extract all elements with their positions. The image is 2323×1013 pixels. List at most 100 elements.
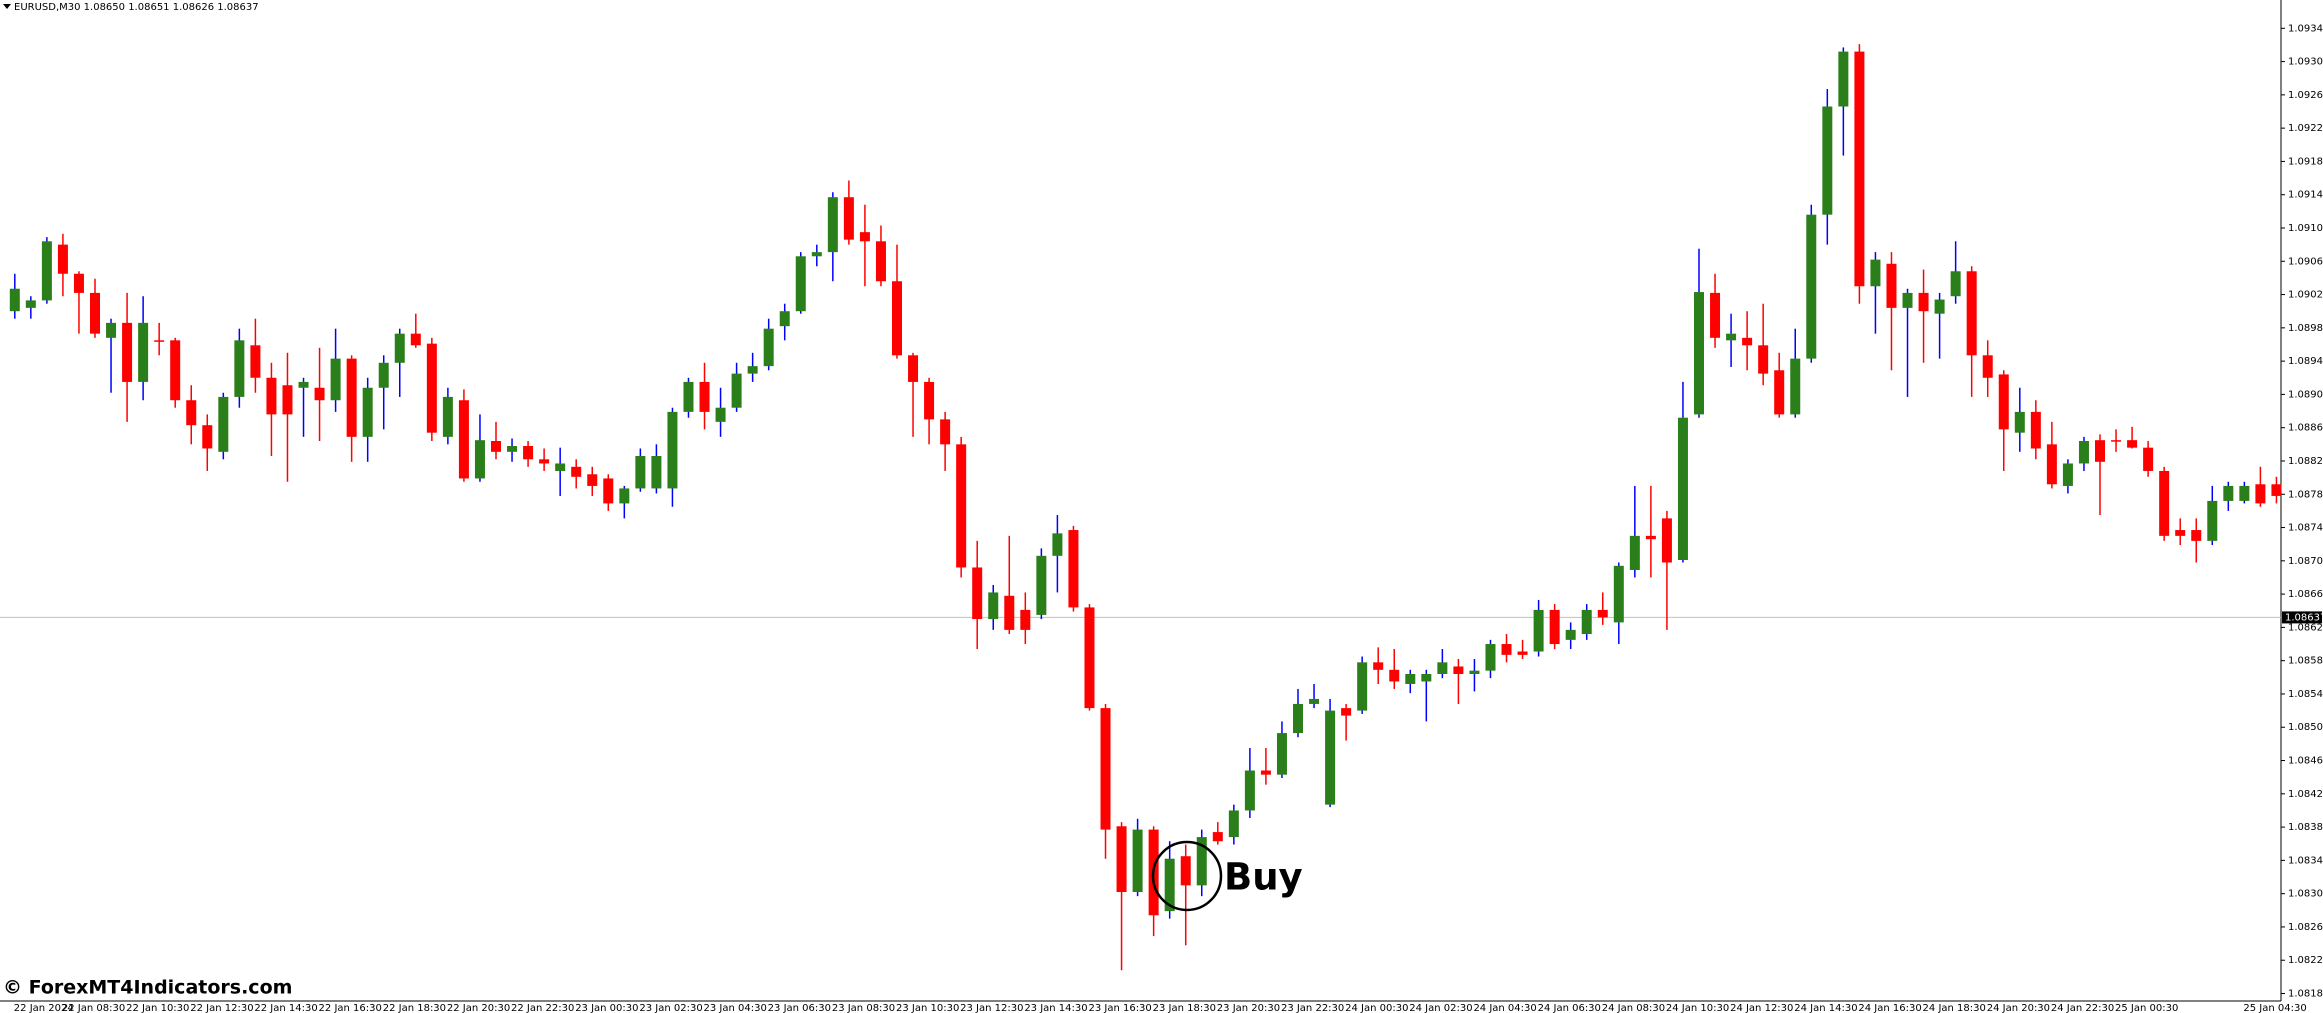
y-tick-label: 1.08465 — [2288, 756, 2323, 767]
collapse-icon — [3, 4, 11, 9]
candle-body — [1838, 51, 1849, 107]
candle-body — [1357, 662, 1368, 711]
current-price-tag — [2282, 611, 2322, 624]
candle-body — [9, 288, 20, 312]
x-tick-label: 23 Jan 00:30 — [575, 1003, 638, 1013]
candle-body — [1180, 856, 1191, 886]
candle-body — [1918, 292, 1929, 312]
candle-body — [972, 567, 983, 620]
candle-body — [1549, 609, 1560, 645]
plot-area — [0, 44, 2282, 971]
candle-body — [1341, 708, 1352, 716]
candle-body — [1806, 214, 1817, 359]
candle-body — [1661, 518, 1672, 563]
x-tick-label: 23 Jan 18:30 — [1153, 1003, 1216, 1013]
candle-body — [1501, 644, 1512, 655]
candle-body — [2255, 484, 2266, 504]
y-tick-label: 1.08505 — [2288, 722, 2323, 733]
candle-body — [1276, 733, 1287, 775]
candle-body — [346, 358, 357, 437]
candle-body — [731, 373, 742, 408]
candle-body — [1293, 703, 1303, 734]
candle-body — [1854, 51, 1865, 287]
x-tick-label: 22 Jan 08:30 — [62, 1003, 125, 1013]
y-tick-label: 1.09025 — [2288, 290, 2323, 301]
candle-body — [747, 366, 758, 374]
candle-body — [1228, 810, 1239, 838]
candle-body — [442, 396, 453, 437]
candle-body — [2046, 444, 2057, 485]
x-tick-label: 22 Jan 22:30 — [511, 1003, 574, 1013]
candle-body — [1260, 770, 1271, 775]
candle-body — [1966, 271, 1977, 356]
signal-circle — [1151, 840, 1223, 912]
x-tick-label: 22 Jan 18:30 — [383, 1003, 446, 1013]
x-tick-label: 24 Jan 06:30 — [1538, 1003, 1601, 1013]
x-tick-label: 24 Jan 00:30 — [1345, 1003, 1408, 1013]
candle-body — [1774, 370, 1785, 415]
x-tick-label: 23 Jan 20:30 — [1217, 1003, 1280, 1013]
y-tick-label: 1.08945 — [2288, 356, 2323, 367]
candle-body — [1565, 629, 1576, 640]
candle-body — [458, 400, 469, 479]
candle-body — [779, 311, 790, 327]
candle-body — [1485, 644, 1496, 671]
y-tick-label: 1.09105 — [2288, 223, 2323, 234]
candle-body — [1677, 417, 1688, 560]
y-tick-label: 1.08825 — [2288, 456, 2323, 467]
candle-body — [250, 345, 261, 378]
candle-body — [1469, 670, 1480, 674]
candle-body — [2143, 447, 2154, 471]
candle-body — [2159, 470, 2170, 536]
candle-body — [1132, 829, 1143, 892]
candle-body — [330, 358, 341, 401]
y-tick-label: 1.09225 — [2288, 123, 2323, 134]
candle-body — [1742, 337, 1753, 346]
y-tick-label: 1.08865 — [2288, 423, 2323, 434]
y-tick-label: 1.08545 — [2288, 689, 2323, 700]
x-tick-label: 24 Jan 08:30 — [1602, 1003, 1665, 1013]
candle-body — [1822, 106, 1833, 215]
candle-body — [811, 252, 822, 257]
y-tick-label: 1.08905 — [2288, 389, 2323, 400]
candle-body — [763, 328, 774, 367]
candle-body — [41, 241, 52, 301]
x-tick-label: 23 Jan 14:30 — [1024, 1003, 1087, 1013]
x-tick-label: 23 Jan 02:30 — [639, 1003, 702, 1013]
x-tick-label: 24 Jan 04:30 — [1473, 1003, 1536, 1013]
candle-body — [282, 385, 293, 415]
candle-body — [491, 441, 501, 452]
candle-body — [1934, 299, 1945, 314]
candle-body — [651, 455, 662, 489]
candle-body — [1758, 345, 1769, 374]
candle-body — [2111, 440, 2122, 442]
candle-body — [956, 444, 967, 568]
candle-body — [1020, 609, 1031, 630]
candle-body — [1613, 565, 1624, 623]
x-tick-label: 23 Jan 08:30 — [832, 1003, 895, 1013]
y-tick-label: 1.08345 — [2288, 855, 2323, 866]
y-tick-label: 1.08265 — [2288, 922, 2323, 933]
candle-body — [1517, 651, 1528, 655]
candle-body — [1116, 826, 1127, 892]
candle-body — [362, 387, 373, 437]
candle-body — [474, 440, 485, 479]
candle-body — [202, 425, 213, 449]
candle-body — [940, 419, 951, 445]
candle-body — [1212, 832, 1223, 842]
candle-body — [2191, 530, 2202, 541]
y-tick-label: 1.08985 — [2288, 323, 2323, 334]
candle-body — [1645, 535, 1656, 540]
candle-body — [2095, 440, 2105, 462]
y-tick-label: 1.08625 — [2288, 622, 2323, 633]
y-tick-label: 1.08305 — [2288, 889, 2323, 900]
x-tick-label: 22 Jan 2024 — [14, 1003, 74, 1013]
x-tick-label: 24 Jan 02:30 — [1409, 1003, 1472, 1013]
candle-body — [683, 381, 694, 412]
y-tick-label: 1.08585 — [2288, 656, 2323, 667]
candle-body — [603, 478, 614, 504]
candle-body — [1453, 666, 1464, 674]
x-tick-label: 23 Jan 06:30 — [768, 1003, 831, 1013]
candle-body — [410, 333, 421, 346]
candle-body — [507, 445, 518, 452]
